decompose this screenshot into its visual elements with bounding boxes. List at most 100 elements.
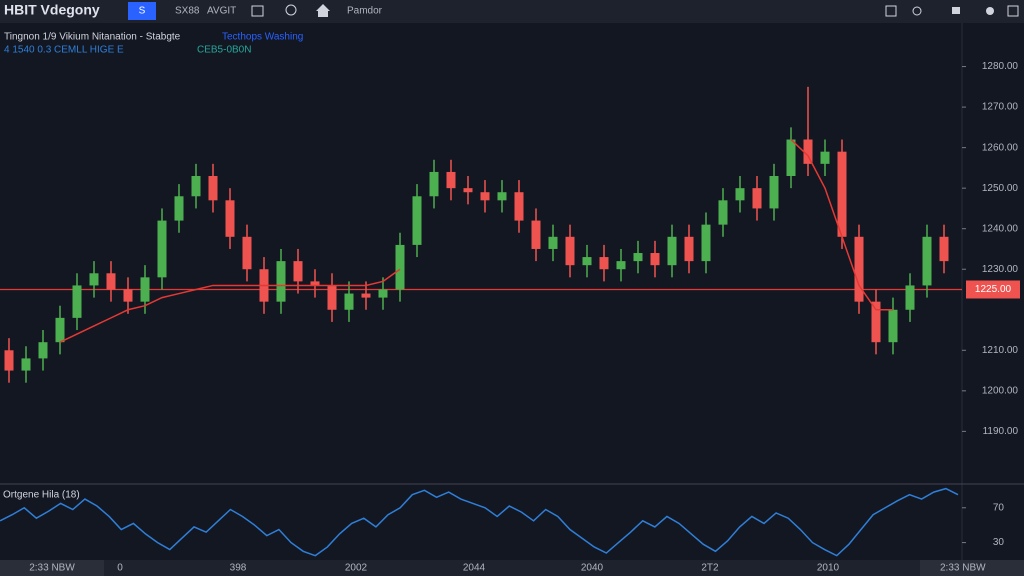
candle-body bbox=[633, 253, 643, 262]
candle-body bbox=[888, 309, 898, 343]
candle-body bbox=[327, 285, 337, 310]
legend-link[interactable]: Tecthops Washing bbox=[222, 32, 303, 43]
candle-body bbox=[463, 188, 473, 193]
time-label: 2:33 NBW bbox=[29, 563, 75, 574]
y-tick-label: 1190.00 bbox=[983, 426, 1019, 437]
candle-body bbox=[786, 139, 796, 176]
candle-body bbox=[820, 151, 830, 164]
candle-body bbox=[123, 289, 133, 302]
y-tick-label: 1250.00 bbox=[982, 183, 1019, 194]
time-label: 0 bbox=[117, 563, 123, 574]
candle-body bbox=[38, 342, 48, 359]
y-tick-label: 1230.00 bbox=[982, 264, 1019, 275]
interval-button[interactable] bbox=[128, 2, 156, 20]
candle-body bbox=[157, 220, 167, 278]
legend-tag: CEB5-0B0N bbox=[197, 45, 251, 56]
candle-body bbox=[531, 220, 541, 249]
legend-line: 4 1540 0.3 CEMLL HIGE E bbox=[4, 45, 124, 56]
time-label: 2:33 NBW bbox=[940, 563, 986, 574]
time-label: 2010 bbox=[817, 563, 840, 574]
candle-body bbox=[429, 171, 439, 197]
candle-body bbox=[667, 236, 677, 266]
y-tick-label: 1260.00 bbox=[982, 142, 1019, 153]
oscillator-line bbox=[0, 487, 959, 557]
price-box bbox=[966, 280, 1020, 299]
y-tick-label: 1280.00 bbox=[982, 61, 1019, 72]
symbol[interactable]: HBIT Vdegony bbox=[4, 2, 100, 18]
icon[interactable] bbox=[912, 6, 922, 16]
candle-body bbox=[21, 358, 31, 371]
candle-body bbox=[174, 196, 184, 221]
candle-body bbox=[582, 257, 592, 266]
candle-body bbox=[701, 224, 711, 262]
menu[interactable]: Pamdor bbox=[347, 6, 383, 17]
candle-body bbox=[106, 273, 116, 290]
icon[interactable] bbox=[952, 7, 960, 14]
candle-body bbox=[565, 236, 575, 266]
time-label: 2002 bbox=[345, 563, 368, 574]
y-tick-label: 1240.00 bbox=[982, 223, 1019, 234]
icon[interactable] bbox=[986, 7, 994, 15]
candle-body bbox=[208, 176, 218, 201]
candle-body bbox=[446, 171, 456, 189]
candle-body bbox=[803, 139, 813, 164]
time-label: 2040 bbox=[581, 563, 604, 574]
y-tick-label: 1270.00 bbox=[982, 102, 1019, 113]
candle-body bbox=[922, 236, 932, 286]
candle-body bbox=[718, 200, 728, 225]
time-box bbox=[920, 560, 1024, 576]
toolbar-button[interactable]: AVGIT bbox=[207, 6, 236, 17]
y-tick-label: 1210.00 bbox=[982, 345, 1019, 356]
candle-body bbox=[4, 350, 14, 371]
icon[interactable] bbox=[1007, 5, 1019, 17]
icon[interactable] bbox=[285, 4, 297, 16]
time-box bbox=[0, 560, 104, 576]
toolbar-button[interactable]: SX88 bbox=[175, 6, 200, 17]
time-axis bbox=[0, 560, 1024, 576]
candle-body bbox=[361, 293, 371, 298]
candle-body bbox=[378, 289, 388, 298]
candle-body bbox=[854, 236, 864, 302]
candle-body bbox=[293, 261, 303, 282]
candle-body bbox=[55, 317, 65, 343]
y-tick-label: 30 bbox=[993, 537, 1005, 548]
candle-body bbox=[905, 285, 915, 310]
legend-line: Tingnon 1/9 Vikium Nitanation - Stabgte bbox=[4, 32, 181, 43]
candle-body bbox=[548, 236, 558, 249]
candle-body bbox=[871, 301, 881, 343]
candle-body bbox=[497, 192, 507, 201]
candle-body bbox=[599, 257, 609, 270]
time-label: 2044 bbox=[463, 563, 486, 574]
indicator-title: Ortgene Hila (18) bbox=[3, 490, 80, 501]
moving-average bbox=[59, 138, 893, 343]
interval-label[interactable]: S bbox=[139, 6, 146, 17]
icon[interactable] bbox=[885, 5, 897, 17]
candle-body bbox=[939, 236, 949, 262]
candle-body bbox=[837, 151, 847, 237]
candle-body bbox=[735, 188, 745, 201]
candle-body bbox=[140, 277, 150, 302]
icon[interactable] bbox=[316, 4, 330, 17]
candle-body bbox=[616, 261, 626, 270]
candle-body bbox=[242, 236, 252, 270]
candle-body bbox=[395, 244, 405, 290]
candle-body bbox=[514, 192, 524, 221]
price-box-label: 1225.00 bbox=[975, 284, 1012, 295]
time-label: 2T2 bbox=[701, 563, 719, 574]
y-tick-label: 70 bbox=[993, 502, 1005, 513]
candle-body bbox=[480, 192, 490, 201]
candle-body bbox=[225, 200, 235, 237]
candle-body bbox=[412, 196, 422, 245]
candle-body bbox=[310, 281, 320, 286]
candle-body bbox=[344, 293, 354, 310]
candle-body bbox=[191, 176, 201, 197]
candle-body bbox=[752, 188, 762, 209]
candle-body bbox=[276, 261, 286, 302]
candle-body bbox=[650, 253, 660, 266]
icon[interactable] bbox=[251, 5, 264, 17]
candle-body bbox=[769, 176, 779, 209]
time-label: 398 bbox=[230, 563, 247, 574]
candle-body bbox=[684, 236, 694, 262]
